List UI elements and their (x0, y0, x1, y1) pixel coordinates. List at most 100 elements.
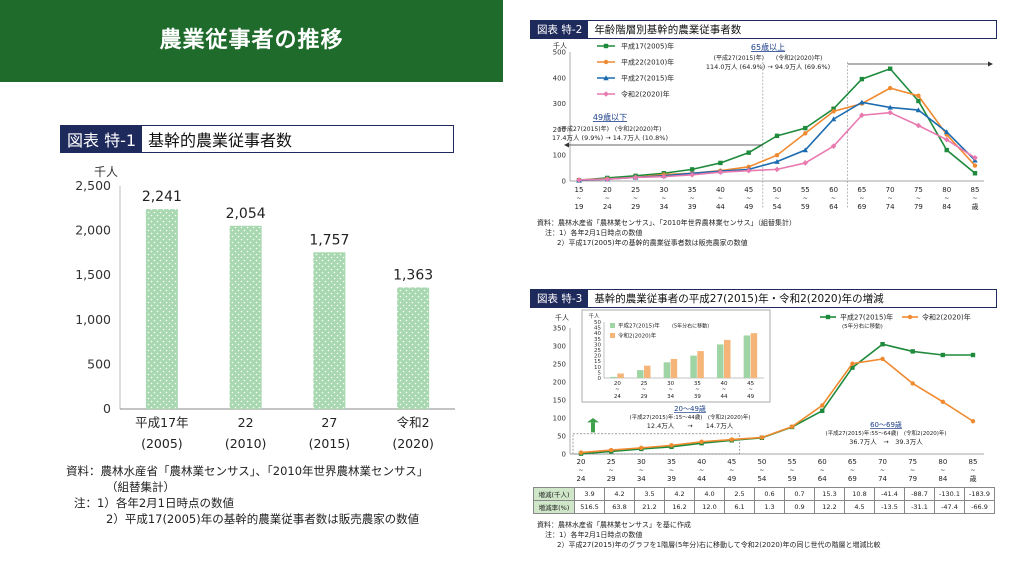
annotation-6069-title: 60～69歳 (870, 420, 902, 429)
x-tick-sublabel: 歳 (972, 202, 979, 211)
x-tick-sublabel: 44 (697, 475, 706, 483)
fig1-tag: 図表 特-1 (61, 126, 143, 152)
legend-label: 令和2(2020)年 (621, 90, 670, 99)
data-point (774, 133, 780, 139)
x-tick-sublabel: (2005) (141, 436, 183, 451)
data-point (880, 356, 885, 362)
x-tick-label: 80 (942, 186, 951, 194)
table-cell-rate: 16.2 (664, 500, 695, 514)
inset-legend-label: 令和2(2020)年 (618, 332, 657, 340)
inset-unit: 千人 (588, 312, 600, 320)
fig3-title: 基幹的農業従事者の平成27(2015)年・令和2(2020)年の増減 (594, 293, 884, 305)
y-tick-label: 300 (553, 100, 566, 108)
data-point (759, 435, 765, 440)
table-row: 増減率(%) 516.5 63.8 21.2 16.2 12.0 6.1 1.3 0.9 12.… (533, 500, 995, 514)
x-tick-sublabel: 34 (659, 203, 668, 211)
x-tick-label: 15 (575, 186, 584, 194)
data-point (916, 98, 921, 104)
data-point (718, 160, 723, 166)
inset-y-tick-label: 0 (598, 376, 602, 382)
x-tick-tilde: ~ (831, 195, 836, 202)
x-tick-label: 65 (857, 186, 866, 194)
x-tick-label: 令和2 (397, 415, 430, 430)
x-tick-sublabel: 34 (637, 475, 646, 483)
series-line (580, 358, 974, 454)
fig3-source-line: 注：1）各年2月1日時点の数値 (545, 531, 643, 539)
x-tick-tilde: ~ (850, 467, 855, 474)
y-tick-label: 2,500 (75, 178, 111, 193)
y-tick-label: 150 (553, 397, 566, 405)
inset-x-tick-sublabel: 24 (614, 394, 621, 400)
y-tick-label: 100 (553, 415, 566, 423)
data-point (639, 445, 644, 451)
table-cell-rate: -31.1 (904, 500, 935, 514)
data-point (887, 109, 893, 116)
table-row-header: 増減率(%) (533, 500, 575, 514)
table-cell-rate: 63.8 (604, 500, 635, 514)
table-cell-rate: -13.5 (874, 500, 905, 514)
y-tick-label: 50 (557, 433, 566, 441)
x-tick-tilde: ~ (880, 467, 885, 474)
x-tick-tilde: ~ (729, 467, 734, 474)
x-tick-tilde: ~ (970, 467, 975, 474)
y-tick-label: 1,500 (75, 267, 111, 282)
data-point (915, 107, 922, 113)
x-tick-tilde: ~ (790, 467, 795, 474)
table-cell-rate: 12.0 (694, 500, 725, 514)
table-cell-change: -130.1 (934, 487, 965, 501)
bar-value-label: 2,054 (226, 206, 266, 222)
x-tick-tilde: ~ (888, 195, 893, 202)
x-tick-sublabel: 59 (801, 203, 810, 211)
x-tick-tilde: ~ (859, 195, 864, 202)
x-tick-label: 65 (848, 458, 857, 466)
inset-bar (644, 365, 651, 378)
y-tick-label: 100 (553, 152, 566, 160)
y-tick-label: 2,000 (75, 223, 111, 238)
x-tick-tilde: ~ (690, 195, 695, 202)
annotation-2049-labels: (平成27(2015)年:15～44歳) (令和2(2020)年) (629, 413, 750, 421)
bar-value-label: 2,241 (142, 189, 182, 205)
legend-sublabel: (5年分右に移動) (842, 322, 883, 330)
data-point (578, 450, 584, 455)
x-tick-label: 25 (631, 186, 640, 194)
x-tick-sublabel: 39 (688, 203, 697, 211)
inset-bar (617, 373, 624, 378)
up-arrow (591, 422, 595, 433)
data-point (608, 447, 614, 453)
annotation-2049-title: 20～49歳 (674, 404, 706, 413)
inset-x-tick-tilde: ~ (615, 387, 619, 393)
y-axis-unit: 千人 (94, 165, 118, 179)
inset-y-tick-label: 10 (594, 365, 601, 371)
x-tick-label: 80 (938, 458, 947, 466)
x-tick-sublabel: 69 (857, 203, 866, 211)
inset-x-tick-label: 35 (694, 381, 701, 387)
x-tick-tilde: ~ (820, 467, 825, 474)
inset-x-tick-label: 45 (747, 381, 754, 387)
fig2-source-line: 資料：農林水産省「農林業センサス」、「2010年世界農林業センサス」（組替集計） (537, 219, 797, 227)
fig3-heading: 図表 特-3 基幹的農業従事者の平成27(2015)年・令和2(2020)年の増… (530, 289, 997, 308)
x-tick-label: 20 (577, 458, 586, 466)
fig3-source-line: 2）平成27(2015)年のグラフを1階層(5年分)右に移動して令和2(2020… (557, 541, 881, 549)
fig3-tag: 図表 特-3 (531, 290, 589, 307)
fig3-line-chart: 千人05010015020025030035020~2425~2930~3435… (553, 309, 984, 483)
x-tick-sublabel: 54 (757, 475, 766, 483)
annotation-6069-values: 36.7万人 → 39.3万人 (849, 438, 923, 446)
inset-x-tick-tilde: ~ (669, 387, 673, 393)
x-tick-label: 70 (878, 458, 887, 466)
inset-x-tick-label: 20 (614, 381, 621, 387)
x-tick-label: 22 (238, 415, 254, 430)
x-tick-tilde: ~ (669, 467, 674, 474)
data-point (910, 349, 915, 354)
y-axis-unit: 千人 (553, 41, 567, 50)
data-point (831, 106, 836, 111)
table-cell-change: 0.6 (754, 487, 785, 501)
x-tick-tilde: ~ (972, 195, 977, 202)
inset-bar (697, 351, 704, 378)
x-tick-sublabel: 19 (575, 203, 584, 211)
data-point (789, 424, 795, 429)
x-tick-tilde: ~ (916, 195, 921, 202)
fig1-source-line: （組替集計） (106, 480, 175, 494)
fig1-source: 資料：農林水産省「農林業センサス」、「2010年世界農林業センサス」 （組替集計… (66, 463, 428, 527)
bar (397, 287, 430, 409)
table-cell-change: -183.9 (964, 487, 995, 501)
